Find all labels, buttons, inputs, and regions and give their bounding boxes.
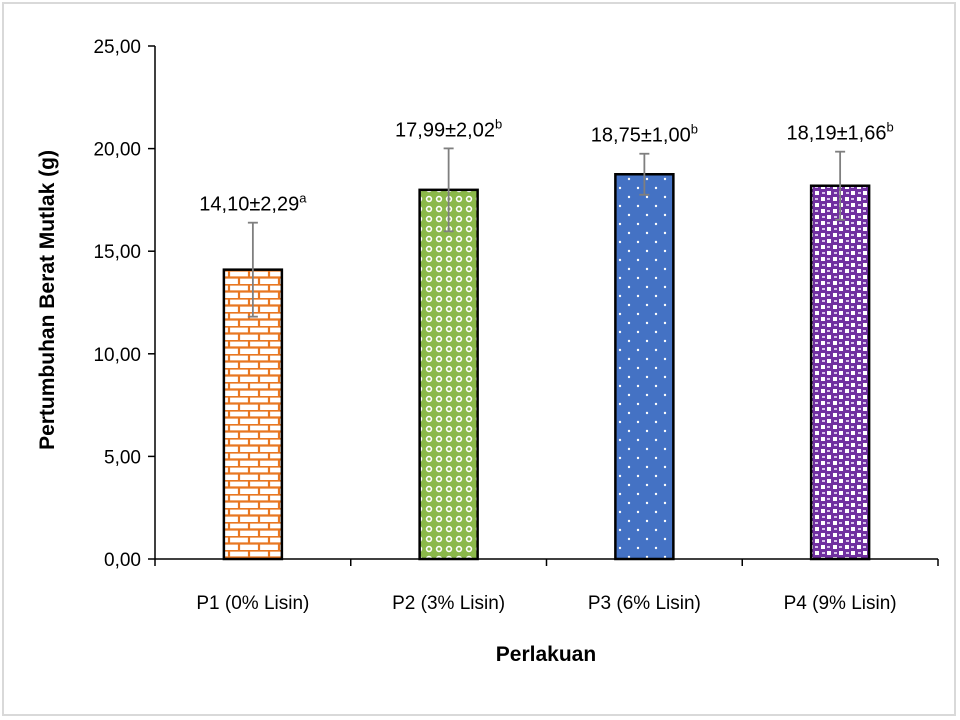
bars xyxy=(222,173,871,561)
category-label-1: P1 (0% Lisin) xyxy=(196,593,309,614)
bar-4 xyxy=(809,184,871,561)
x-axis-title: Perlakuan xyxy=(496,643,596,666)
data-label-4: 18,19±1,66b xyxy=(787,120,894,145)
category-label-3: P3 (6% Lisin) xyxy=(588,593,701,614)
y-axis-title: Pertumbuhan Berat Mutlak (g) xyxy=(36,150,59,450)
axes: 0,00 5,00 10,00 15,00 20,00 25,00 P1 (0% Lisin… xyxy=(93,37,939,614)
error-bars xyxy=(247,147,846,318)
data-label-3: 18,75±1,00b xyxy=(591,122,698,147)
bar-2 xyxy=(418,188,479,561)
category-label-4: P4 (9% Lisin) xyxy=(784,593,897,614)
y-tick-label: 5,00 xyxy=(104,447,141,468)
bar-chart: 0,00 5,00 10,00 15,00 20,00 25,00 P1 (0% Lisin… xyxy=(36,37,939,666)
category-label-2: P2 (3% Lisin) xyxy=(392,593,505,614)
y-tick-label: 20,00 xyxy=(93,140,141,161)
y-tick-label: 0,00 xyxy=(104,550,141,571)
data-label-2: 17,99±2,02b xyxy=(395,116,502,141)
bar-3 xyxy=(614,173,675,561)
data-labels: 14,10±2,29a 17,99±2,02b 18,75±1,00b 18,19±1… xyxy=(199,116,893,215)
data-label-1: 14,10±2,29a xyxy=(199,191,307,216)
y-tick-label: 10,00 xyxy=(93,345,141,366)
y-tick-label: 15,00 xyxy=(93,242,141,263)
y-tick-label: 25,00 xyxy=(93,37,141,58)
